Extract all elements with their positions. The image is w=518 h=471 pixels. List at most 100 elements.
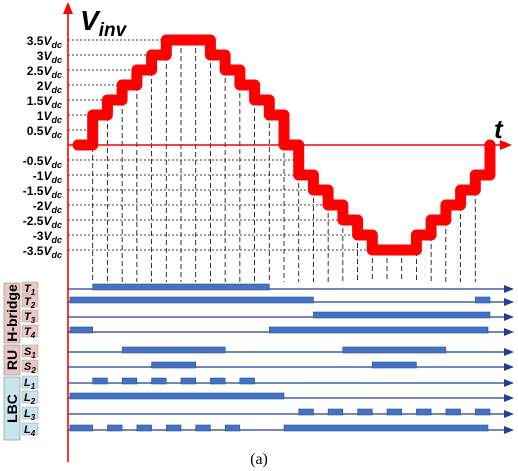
- gate-pulse: [224, 424, 241, 432]
- signal-arrow: [504, 394, 514, 402]
- gate-pulse: [357, 408, 373, 416]
- signal-arrow: [504, 298, 514, 306]
- signal-arrow: [504, 363, 514, 371]
- level-coefficient: -1.5: [23, 184, 44, 198]
- level-unit-sub: dc: [51, 130, 62, 140]
- group-box-lbc: [3, 376, 21, 441]
- gate-pulse: [210, 377, 226, 385]
- gate-pulse: [69, 296, 314, 304]
- level-unit: V: [43, 124, 52, 138]
- level-unit: V: [43, 244, 52, 258]
- group-labels: H-bridge RU LBC: [3, 282, 21, 441]
- level-unit-sub: dc: [51, 100, 62, 110]
- vinv-title: Vinv: [80, 5, 128, 41]
- level-coefficient: 2: [37, 79, 44, 93]
- gate-pulse: [416, 408, 432, 416]
- level-unit: V: [43, 214, 52, 228]
- group-label: LBC: [4, 394, 20, 423]
- signal-arrow: [504, 379, 514, 387]
- gate-pulse: [69, 326, 94, 334]
- signal-row-s1: S1: [21, 344, 514, 360]
- level-label: 1Vdc: [37, 109, 62, 125]
- staircase-voltage-curve: [72, 34, 496, 256]
- gate-pulse: [386, 408, 403, 416]
- level-unit: V: [43, 154, 52, 168]
- signal-label-box: [21, 324, 39, 338]
- gate-pulse: [69, 392, 285, 400]
- signal-arrow: [504, 426, 514, 434]
- gate-pulse: [69, 424, 94, 432]
- gate-pulse: [92, 377, 108, 385]
- signal-arrow: [504, 410, 514, 418]
- level-coefficient: 1: [37, 109, 44, 123]
- signal-arrow: [504, 348, 514, 356]
- signal-label-box: [21, 406, 39, 420]
- level-label: -3.5Vdc: [23, 244, 62, 260]
- signal-row-s2: S2: [21, 359, 514, 375]
- level-coefficient: -2.5: [23, 214, 44, 228]
- signal-label: L2: [24, 392, 36, 406]
- signal-label-box: [21, 359, 39, 373]
- gate-pulse: [283, 424, 489, 432]
- level-unit: V: [43, 169, 52, 183]
- figure-caption: (a): [250, 451, 268, 468]
- signal-label-box: [21, 375, 39, 389]
- level-label: 0.5Vdc: [27, 124, 62, 140]
- gate-pulse: [313, 311, 491, 319]
- level-label: -1Vdc: [33, 169, 62, 185]
- signal-label-box: [21, 422, 39, 436]
- gate-pulse: [107, 424, 123, 432]
- signal-arrow: [504, 285, 514, 293]
- signal-row-t1: T1: [21, 281, 514, 297]
- signal-label: L3: [24, 408, 36, 422]
- level-coefficient: -3: [33, 229, 44, 243]
- gate-pulse: [239, 377, 255, 385]
- group-label: RU: [4, 350, 20, 370]
- gate-pulse: [136, 424, 152, 432]
- signal-row-l2: L2: [21, 390, 514, 406]
- signal-row-l3: L3: [21, 406, 514, 422]
- time-axis-label: t: [494, 114, 504, 144]
- level-coefficient: 3: [37, 49, 44, 63]
- level-unit: V: [43, 109, 52, 123]
- signal-label: L4: [24, 424, 36, 438]
- level-coefficient: -0.5: [23, 154, 44, 168]
- gate-pulse: [474, 408, 491, 416]
- group-box-ru: [3, 344, 21, 376]
- gate-pulse: [445, 408, 461, 416]
- inverter-voltage-waveform: [72, 34, 496, 256]
- level-coefficient: 2.5: [27, 64, 44, 78]
- level-unit: V: [43, 229, 52, 243]
- vinv-title-main: V: [80, 5, 101, 36]
- level-label: 1.5Vdc: [27, 94, 62, 110]
- level-label: 3Vdc: [37, 49, 62, 65]
- level-unit: V: [43, 64, 52, 78]
- level-label: -2.5Vdc: [23, 214, 62, 230]
- level-unit: V: [43, 199, 52, 213]
- dashed-guides: [68, 39, 476, 282]
- level-label: 2.5Vdc: [27, 64, 62, 80]
- signal-label: T4: [24, 326, 36, 340]
- vinv-title-sub: inv: [99, 20, 128, 41]
- level-label: -0.5Vdc: [23, 154, 62, 170]
- signal-label: L1: [24, 377, 36, 391]
- level-labels: 3.5Vdc3Vdc2.5Vdc2Vdc1.5Vdc1Vdc0.5Vdc-0.5…: [23, 34, 62, 260]
- signal-row-t4: T4: [21, 324, 514, 340]
- signal-arrow: [504, 328, 514, 336]
- gate-pulse: [371, 361, 417, 369]
- gate-pulse: [180, 377, 197, 385]
- gate-pulse: [121, 346, 226, 354]
- level-unit-sub: dc: [51, 220, 62, 230]
- level-unit-sub: dc: [51, 40, 62, 50]
- signal-row-t2: T2: [21, 294, 514, 310]
- level-unit-sub: dc: [51, 55, 62, 65]
- signal-label-box: [21, 281, 39, 295]
- signal-row-l4: L4: [21, 422, 514, 438]
- level-label: 2Vdc: [37, 79, 62, 95]
- signal-label-box: [21, 344, 39, 358]
- gate-pulse: [298, 408, 314, 416]
- gate-pulse: [327, 408, 344, 416]
- level-label: -1.5Vdc: [23, 184, 62, 200]
- gate-pulse: [268, 326, 489, 334]
